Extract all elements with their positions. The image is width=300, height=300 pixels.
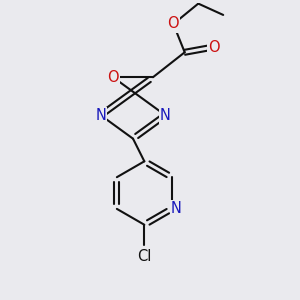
Text: N: N xyxy=(171,201,182,216)
Text: Cl: Cl xyxy=(137,249,152,264)
Text: N: N xyxy=(95,108,106,123)
Text: O: O xyxy=(107,70,119,85)
Text: O: O xyxy=(208,40,220,55)
Text: N: N xyxy=(160,108,171,123)
Text: O: O xyxy=(168,16,179,32)
